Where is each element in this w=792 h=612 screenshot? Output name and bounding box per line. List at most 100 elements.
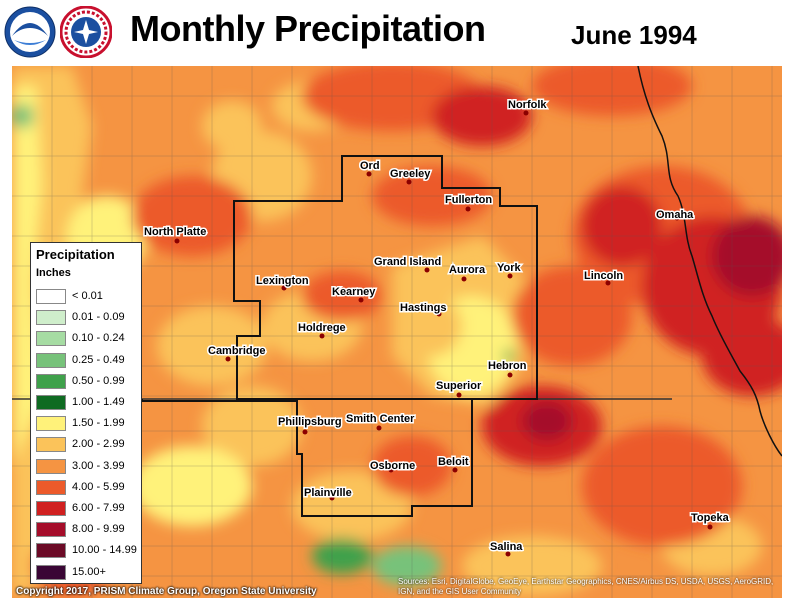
city-hastings: Hastings [399,301,448,317]
city-label: Hebron [488,360,527,372]
header: Monthly Precipitation June 1994 [0,0,792,66]
legend-item: 3.00 - 3.99 [36,458,140,474]
legend-unit: Inches [36,267,71,279]
legend-swatch [36,352,66,368]
river-boundary [637,66,782,457]
legend-item: 0.50 - 0.99 [36,373,140,389]
legend-label: 15.00+ [72,565,106,578]
legend-label: 6.00 - 7.99 [72,502,125,514]
city-label: Superior [436,380,482,392]
city-hebron: Hebron [487,359,528,378]
city-lexington: Lexington [255,274,310,291]
legend-item: 10.00 - 14.99 [36,543,140,559]
map-date: June 1994 [571,20,697,50]
city-label: Omaha [656,209,694,221]
city-label: Topeka [691,512,730,524]
city-osborne: Osborne [369,459,417,474]
legend-label: 4.00 - 5.99 [72,480,125,493]
city-label: Greeley [390,168,431,180]
city-label: Hastings [400,302,446,314]
legend-swatch [36,479,66,495]
legend-swatch [36,395,66,410]
legend-swatch [36,501,66,516]
city-label: Plainville [304,487,352,499]
city-topeka: Topeka [690,511,731,530]
city-lincoln: Lincoln [583,269,625,286]
city-norfolk: Norfolk [507,98,549,116]
city-plainville: Plainville [303,486,353,501]
city-markers: Norfolk Ord Greeley Fullerton Omaha Nort… [143,98,731,557]
legend-label: 0.50 - 0.99 [72,374,125,387]
noaa-logo [4,6,56,58]
city-label: Fullerton [445,194,492,206]
city-label: Aurora [449,264,486,276]
legend-item: 0.01 - 0.09 [36,310,140,326]
legend-item: 0.25 - 0.49 [36,352,140,368]
legend-swatch [36,289,66,304]
sources-text: Sources: Esri, DigitalGlobe, GeoEye, Ear… [398,577,774,596]
city-york: York [496,261,523,279]
city-label: Grand Island [374,256,441,268]
legend-item: 8.00 - 9.99 [36,522,140,538]
city-label: North Platte [144,226,206,238]
legend-label: 2.00 - 2.99 [72,438,125,451]
city-phillipsburg: Phillipsburg [277,415,343,435]
city-greeley: Greeley [389,167,433,185]
legend-swatch [36,543,66,559]
city-aurora: Aurora [448,263,487,282]
legend-item: < 0.01 [36,289,140,304]
legend-swatch [36,416,66,432]
region-outline-nebraska [233,155,538,400]
city-beloit: Beloit [437,455,470,473]
legend: Precipitation Inches < 0.01 0.01 - 0.09 0.… [30,242,142,584]
legend-label: 10.00 - 14.99 [72,544,137,557]
city-label: Kearney [332,286,376,298]
legend-label: 8.00 - 9.99 [72,523,125,536]
city-label: Cambridge [208,345,265,357]
legend-swatch [36,522,66,538]
legend-item: 2.00 - 2.99 [36,437,140,453]
city-label: Phillipsburg [278,416,342,428]
city-superior: Superior [435,379,483,398]
city-label: Beloit [438,456,469,468]
copyright-text: Copyright 2017, PRISM Climate Group, Ore… [16,586,317,597]
legend-item: 1.50 - 1.99 [36,416,140,432]
city-label: Ord [360,160,380,172]
region-outline-kansas [141,399,473,517]
city-smith-center: Smith Center [345,412,417,431]
city-cambridge: Cambridge [207,344,267,362]
city-holdrege: Holdrege [297,321,347,339]
legend-label: 0.25 - 0.49 [72,353,125,366]
legend-swatch [36,437,66,453]
legend-title: Precipitation [36,247,115,262]
city-north-platte: North Platte [143,225,208,244]
city-grand-island: Grand Island [373,255,443,273]
legend-item: 15.00+ [36,564,140,580]
legend-item: 4.00 - 5.99 [36,479,140,495]
legend-item: 0.10 - 0.24 [36,331,140,347]
legend-label: 0.01 - 0.09 [72,311,125,324]
legend-label: 0.10 - 0.24 [72,332,125,345]
city-kearney: Kearney [331,285,378,303]
legend-swatch [36,331,66,347]
legend-swatch [36,458,66,474]
legend-label: < 0.01 [72,290,103,302]
legend-swatch [36,564,66,580]
page-title: Monthly Precipitation [130,8,486,49]
legend-swatch [36,373,66,389]
legend-item: 1.00 - 1.49 [36,395,140,410]
city-label: Lincoln [584,270,623,282]
city-label: Holdrege [298,322,346,334]
city-label: Osborne [370,460,415,472]
city-salina: Salina [489,540,525,557]
city-label: Lexington [256,275,309,287]
legend-swatch [36,310,66,326]
city-label: Smith Center [346,413,415,425]
city-label: Salina [490,541,523,553]
legend-item: 6.00 - 7.99 [36,501,140,516]
city-label: York [497,262,522,274]
legend-label: 1.50 - 1.99 [72,417,125,430]
nws-logo [60,6,112,58]
legend-label: 1.00 - 1.49 [72,396,125,408]
city-omaha: Omaha [655,208,696,223]
